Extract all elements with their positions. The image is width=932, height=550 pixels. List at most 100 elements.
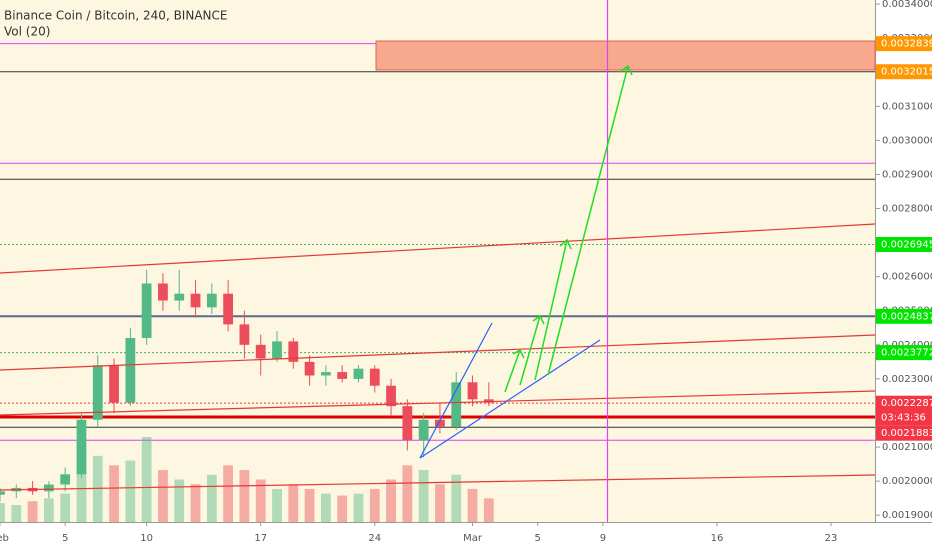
x-tick-label: 5 [535, 533, 541, 544]
candle-body [76, 419, 87, 475]
candle-body [272, 341, 282, 359]
candles [0, 269, 494, 502]
y-tick-label: 0.0030000 [882, 135, 932, 146]
price-tag [876, 425, 932, 441]
arrow [519, 314, 545, 386]
price-tag [876, 308, 932, 324]
volume-bar [27, 501, 38, 522]
volume-bar [320, 493, 331, 522]
arrow [547, 64, 633, 376]
y-tick-label: 0.0023000 [882, 374, 932, 385]
volume-bar [353, 493, 364, 522]
candle-body [288, 341, 299, 362]
countdown: 03:43:36 [881, 413, 926, 424]
trend-line [0, 474, 876, 491]
candle-body [320, 372, 331, 376]
y-tick-label: 0.0034000 [882, 0, 932, 10]
volume-bar [125, 460, 136, 522]
target-zone [375, 40, 876, 71]
y-tick-label: 0.0031000 [882, 101, 932, 112]
candle-body [190, 293, 201, 308]
y-tick-label: 0.0029000 [882, 169, 932, 180]
candle-body [43, 484, 54, 492]
volume-bar [337, 495, 348, 522]
volume-bar [418, 470, 429, 522]
price-tag-label: 0.0021883 [881, 428, 932, 439]
volume-bar [272, 488, 282, 522]
candle-body [109, 365, 119, 403]
candle-body [125, 338, 136, 403]
candle-body [386, 385, 396, 407]
x-tick-label: 17 [254, 533, 267, 544]
candle-body [92, 365, 103, 420]
volume-bar [141, 437, 152, 522]
price-tag-label: 0.0023772 [881, 348, 932, 359]
volume-bar [92, 455, 103, 522]
x-tick-label: Feb [0, 533, 9, 544]
candle-body [239, 324, 250, 345]
wedge-line [419, 322, 493, 459]
volume-bar [43, 498, 54, 522]
indicator-label: Vol (20) [4, 25, 50, 39]
candle-body [60, 474, 71, 485]
volume [0, 437, 494, 522]
volume-bar [76, 470, 87, 522]
candle-body [451, 382, 462, 427]
volume-bar [451, 474, 462, 522]
volume-bar [304, 488, 315, 522]
volume-bar [483, 498, 494, 522]
candle-body [255, 344, 266, 359]
y-tick-label: 0.0019000 [882, 510, 932, 521]
candle-body [337, 372, 348, 379]
volume-bar [239, 470, 250, 522]
wedge-line [419, 339, 601, 459]
candle-body [353, 368, 364, 379]
volume-bar [223, 465, 234, 522]
candle-body [174, 293, 185, 301]
price-tags: 0.0032839 0.0032015 0.0026945 0.0024837 0.00… [876, 36, 932, 441]
volume-bar [60, 493, 71, 522]
price-tag-label: 0.0024837 [881, 311, 932, 322]
x-tick-label: 16 [711, 533, 724, 544]
volume-bar [190, 484, 201, 522]
arrow [534, 238, 572, 381]
candle-body [158, 283, 168, 301]
volume-bar [255, 479, 266, 522]
x-tick-label: 5 [62, 533, 68, 544]
time-axis: Feb 5 10 17 24 Mar 5 9 16 23 [0, 522, 837, 544]
candle-body [418, 419, 429, 441]
trend-line [0, 390, 876, 416]
volume-bar [435, 484, 445, 522]
volume-bar [369, 488, 380, 522]
x-tick-label: 9 [600, 533, 606, 544]
candle-body [206, 293, 217, 308]
candle-body [0, 491, 5, 495]
price-tag-label: 0.0032015 [881, 67, 932, 78]
price-tag [876, 236, 932, 252]
price-tag [876, 395, 932, 426]
volume-bar [11, 505, 22, 522]
volume-bar [0, 503, 5, 522]
y-tick-label: 0.0021000 [882, 442, 932, 453]
volume-bar [109, 465, 119, 522]
plot-background [0, 0, 875, 522]
chart-title: Binance Coin / Bitcoin, 240, BINANCE [4, 9, 227, 23]
candle-body [369, 368, 380, 386]
volume-bar [174, 479, 185, 522]
y-tick-label: 0.0020000 [882, 476, 932, 487]
price-tag-label: 0.0022287 [881, 398, 932, 409]
volume-bar [386, 479, 396, 522]
candle-body [141, 283, 152, 339]
trend-line [0, 334, 876, 371]
price-tag-label: 0.0032839 [881, 39, 932, 50]
candle-body [467, 382, 478, 400]
candle-body [223, 293, 234, 325]
price-tag-label: 0.0026945 [881, 239, 932, 250]
arrow [504, 348, 525, 393]
volume-bar [402, 465, 413, 522]
volume-bar [158, 470, 168, 522]
y-tick-label: 0.0028000 [882, 204, 932, 215]
volume-bar [288, 484, 299, 522]
candle-body [402, 406, 413, 441]
